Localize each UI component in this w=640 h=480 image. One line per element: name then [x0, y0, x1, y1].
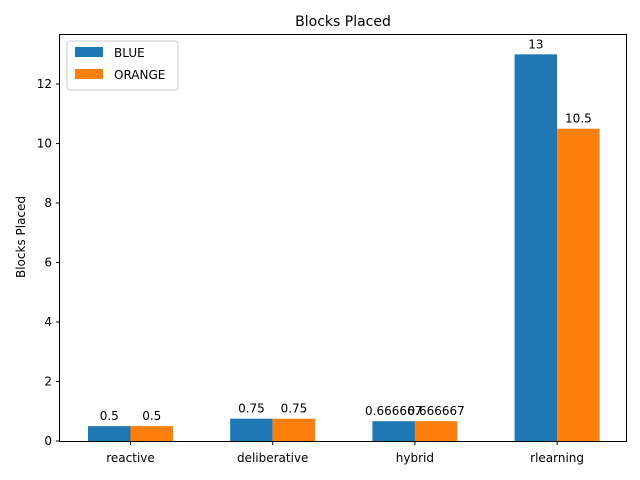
bar-label-orange-deliberative: 0.75 [281, 402, 308, 416]
legend-swatch-blue [75, 47, 103, 57]
bar-label-blue-deliberative: 0.75 [238, 402, 265, 416]
y-tick-label: 10 [37, 137, 52, 151]
bar-blue-rlearning [514, 54, 558, 441]
bar-blue-deliberative [230, 418, 273, 441]
chart-title: Blocks Placed [295, 14, 391, 30]
x-tick-label: hybrid [396, 451, 434, 465]
x-tick-label: reactive [106, 451, 155, 465]
y-tick-label: 2 [44, 375, 52, 389]
bars-group [88, 54, 600, 441]
y-tick-label: 6 [44, 256, 52, 270]
x-axis-ticks: reactive deliberative hybrid rlearning [106, 441, 584, 465]
bar-orange-hybrid [414, 421, 458, 441]
bar-blue-reactive [88, 426, 131, 441]
bar-label-orange-reactive: 0.5 [142, 409, 161, 423]
plot-frame [59, 34, 627, 442]
y-axis-label: Blocks Placed [14, 196, 28, 278]
bar-label-orange-hybrid: 0.666667 [408, 404, 465, 418]
bar-label-blue-reactive: 0.5 [100, 409, 119, 423]
legend: BLUE ORANGE [66, 40, 179, 91]
y-tick-label: 0 [44, 434, 52, 448]
bar-orange-deliberative [272, 418, 316, 441]
y-tick-label: 4 [44, 315, 52, 329]
x-tick-label: deliberative [237, 451, 308, 465]
legend-label-blue: BLUE [114, 46, 145, 60]
bar-label-blue-rlearning: 13 [528, 37, 543, 51]
bar-label-blue-hybrid: 0.666667 [365, 404, 422, 418]
bar-orange-reactive [130, 426, 173, 441]
x-tick-label: rlearning [530, 451, 584, 465]
bar-orange-rlearning [557, 128, 600, 441]
legend-label-orange: ORANGE [114, 68, 165, 82]
bar-blue-hybrid [372, 421, 415, 441]
y-tick-label: 8 [44, 196, 52, 210]
legend-swatch-orange [75, 69, 103, 79]
bar-label-orange-rlearning: 10.5 [565, 112, 592, 126]
y-tick-label: 12 [37, 77, 52, 91]
y-axis-ticks: 0 2 4 6 8 10 12 [37, 77, 60, 448]
